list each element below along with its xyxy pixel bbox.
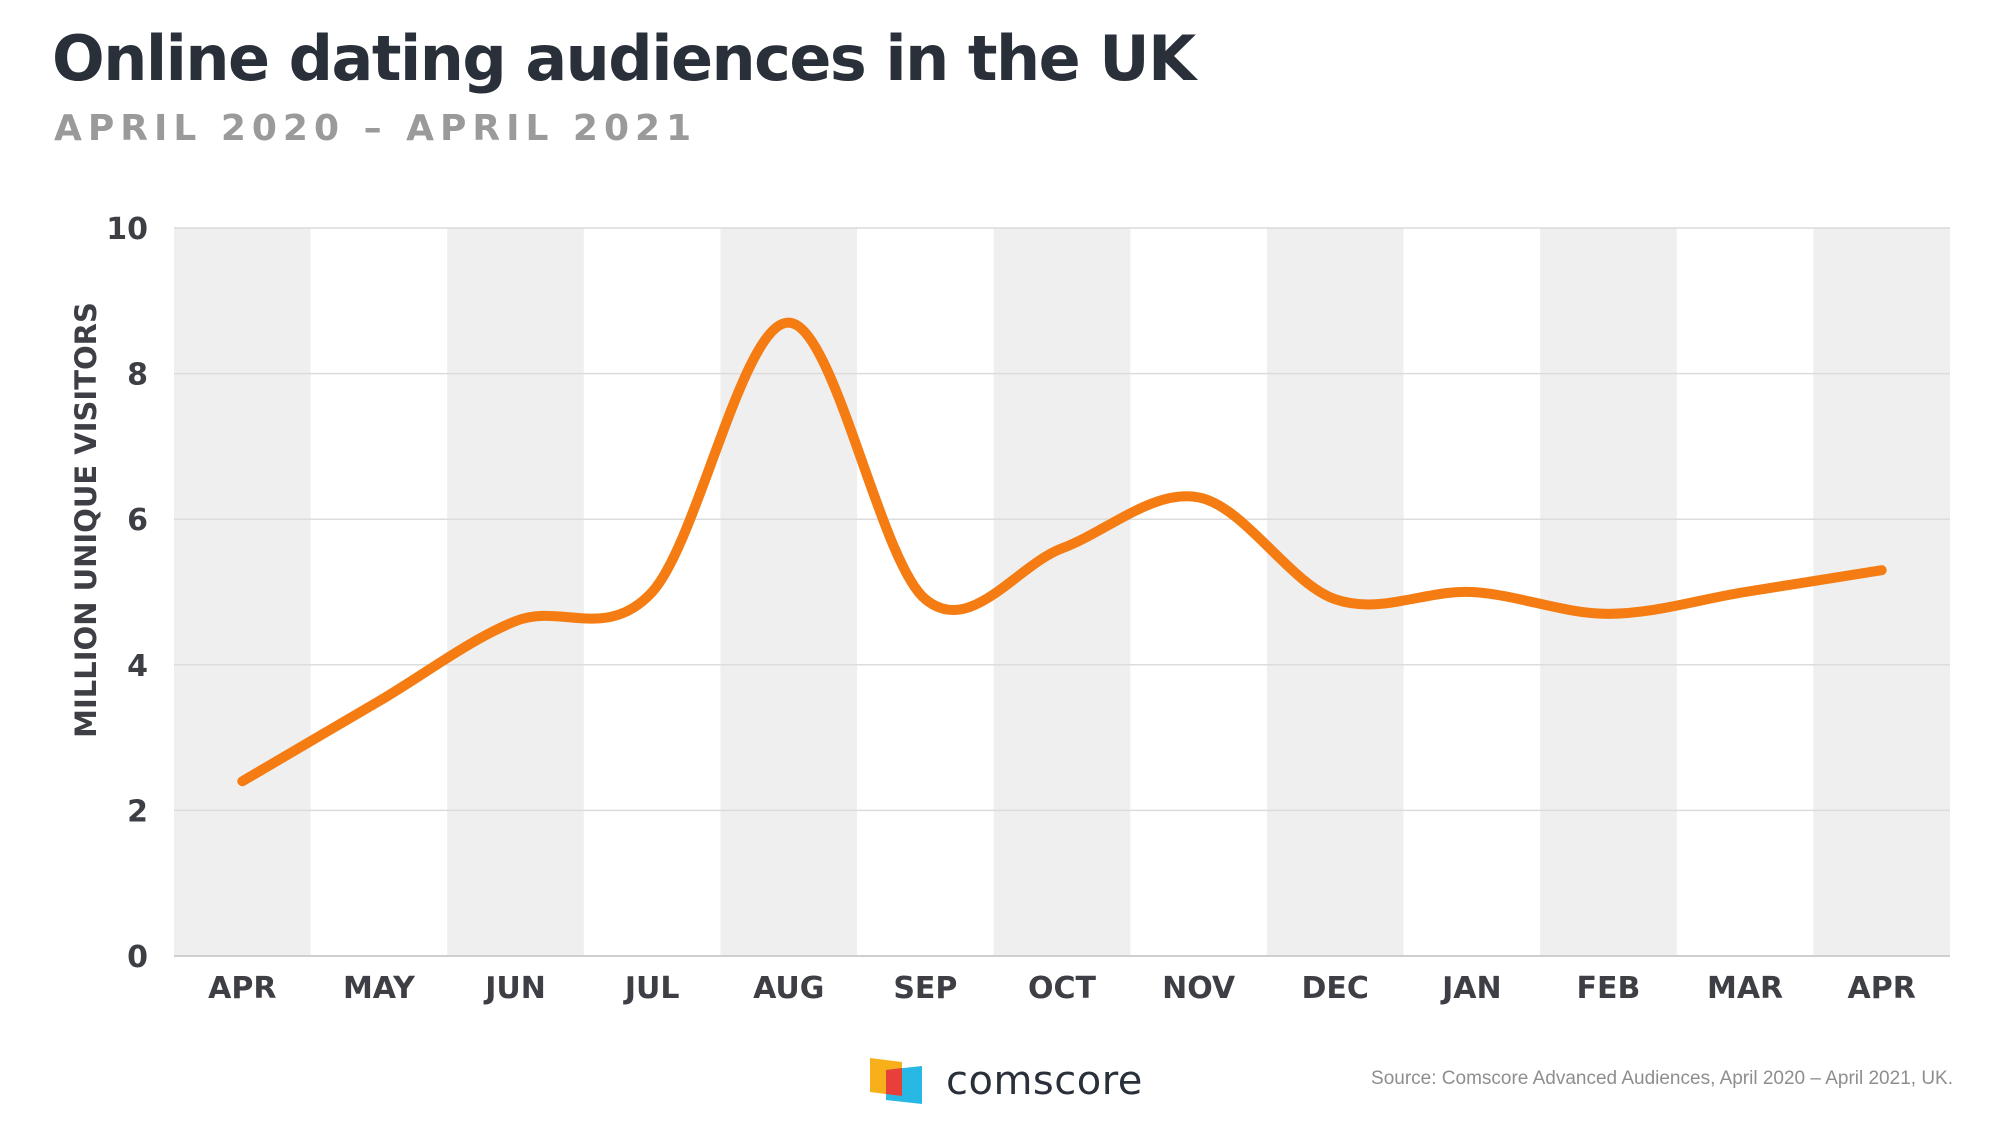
y-tick-label: 2 [127,794,148,829]
series-line [237,317,1887,787]
page-title: Online dating audiences in the UK [52,22,1196,95]
x-tick-label: JUL [623,971,680,1006]
y-tick-label: 6 [127,503,148,538]
column-band [174,228,311,956]
y-axis-label: MILLION UNIQUE VISITORS [69,302,103,738]
column-band [993,228,1131,956]
x-tick-label: DEC [1302,971,1369,1006]
x-tick-label: FEB [1577,971,1641,1006]
y-tick-label: 8 [127,358,148,393]
y-tick-label: 4 [127,649,148,684]
column-band [1266,228,1404,956]
comscore-logo: comscore [868,1056,1178,1106]
x-tick-label: APR [208,971,276,1006]
column-band [447,228,584,956]
comscore-logo-icon [870,1058,922,1104]
column-band [1813,228,1950,956]
x-tick-label: APR [1848,971,1916,1006]
x-tick-label: JUN [483,971,546,1006]
x-tick-label: NOV [1162,971,1236,1006]
x-tick-label: AUG [753,971,824,1006]
x-tick-label: MAR [1707,971,1783,1006]
y-tick-label: 0 [127,940,148,975]
column-band [720,228,858,956]
x-tick-label: SEP [893,971,957,1006]
column-band [1540,228,1677,956]
x-tick-label: OCT [1028,971,1097,1006]
x-tick-label: JAN [1440,971,1502,1006]
page-subtitle: APRIL 2020 – APRIL 2021 [54,108,698,149]
x-tick-label: MAY [343,971,416,1006]
source-note: Source: Comscore Advanced Audiences, Apr… [1371,1068,1953,1089]
logo-wordmark: comscore [946,1058,1143,1104]
y-tick-label: 10 [106,212,148,247]
